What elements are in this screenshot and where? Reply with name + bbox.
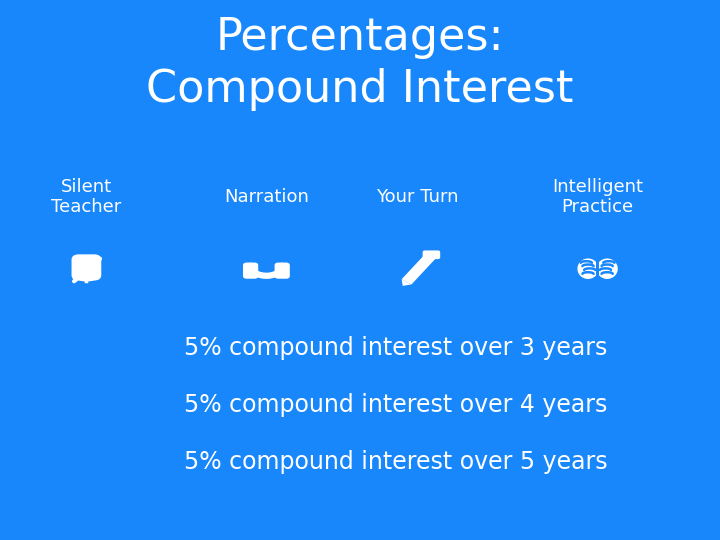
Text: 5% compound interest over 3 years: 5% compound interest over 3 years <box>184 336 607 360</box>
Text: 5% compound interest over 5 years: 5% compound interest over 5 years <box>184 450 607 474</box>
Polygon shape <box>402 253 436 285</box>
Polygon shape <box>402 279 412 286</box>
Text: Percentages:
Compound Interest: Percentages: Compound Interest <box>146 16 574 111</box>
Text: Silent
Teacher: Silent Teacher <box>51 178 122 217</box>
Ellipse shape <box>597 259 618 279</box>
Text: 5% compound interest over 4 years: 5% compound interest over 4 years <box>184 393 607 417</box>
Ellipse shape <box>577 259 598 279</box>
FancyBboxPatch shape <box>243 262 258 279</box>
Text: Intelligent
Practice: Intelligent Practice <box>552 178 643 217</box>
FancyBboxPatch shape <box>71 254 102 281</box>
Text: Narration: Narration <box>224 188 309 206</box>
Text: Practice: Practice <box>3 473 17 537</box>
FancyBboxPatch shape <box>274 262 290 279</box>
Text: Your Turn: Your Turn <box>377 188 459 206</box>
FancyBboxPatch shape <box>596 258 599 281</box>
FancyBboxPatch shape <box>423 251 440 259</box>
